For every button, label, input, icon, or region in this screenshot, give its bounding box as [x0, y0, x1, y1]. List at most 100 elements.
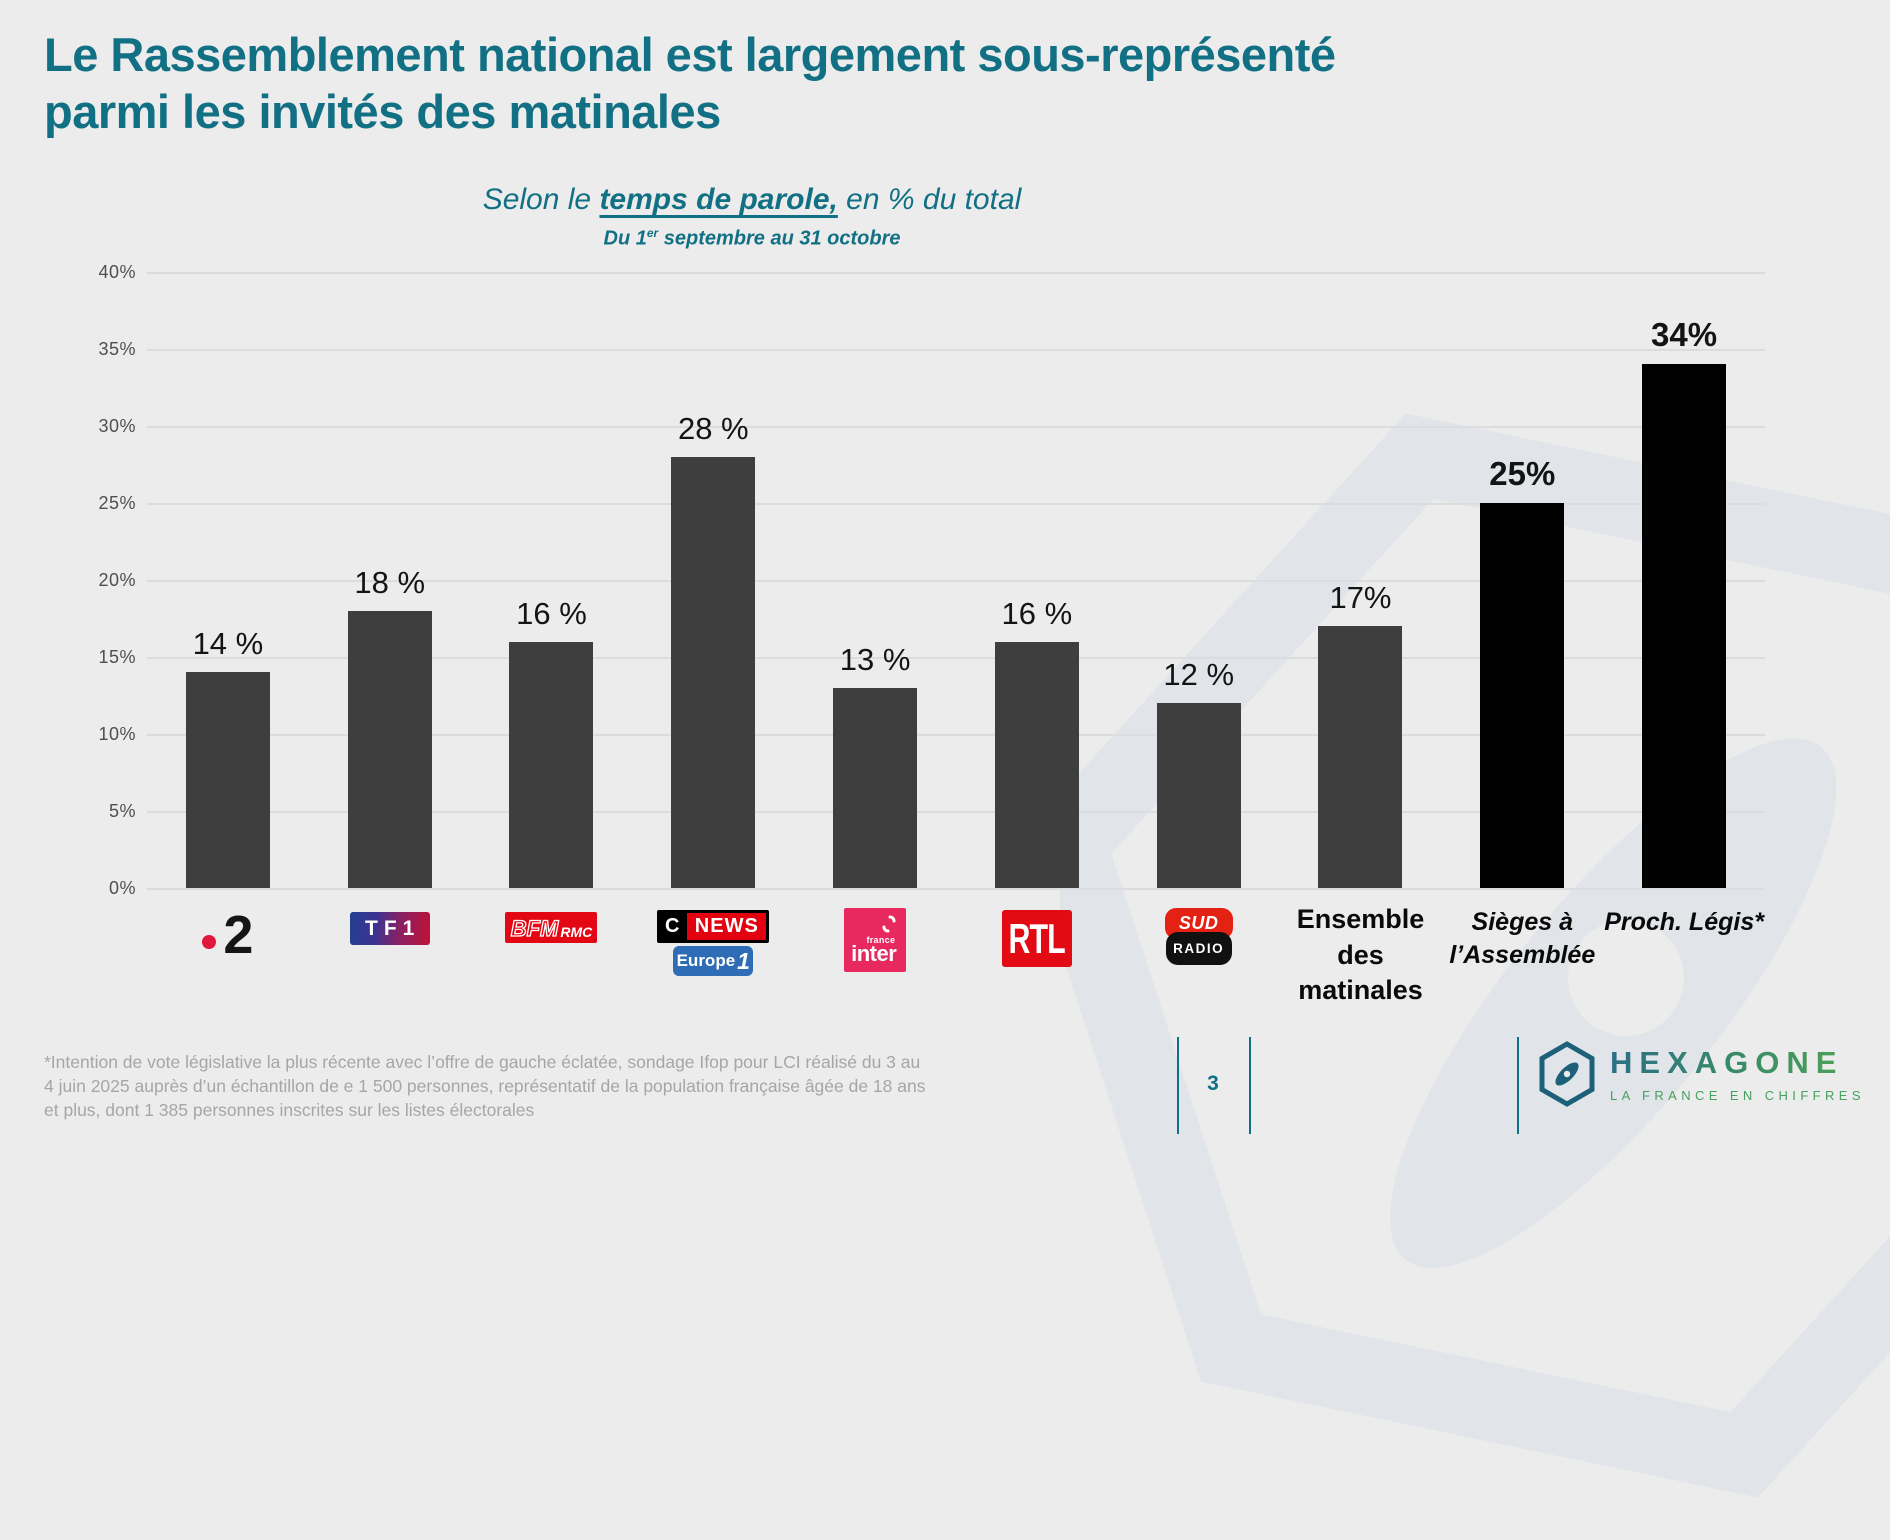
axis-france-2: 2	[147, 902, 309, 1009]
bar-value-label: 16 %	[1001, 595, 1073, 631]
y-tick-label: 20%	[98, 570, 136, 590]
bar-value-label: 28 %	[677, 410, 749, 446]
france-2-logo: 2	[202, 908, 253, 962]
bar-bfm-rmc	[509, 641, 594, 888]
france-inter-logo: france inter	[844, 908, 907, 972]
hexagone-compass-icon	[1539, 1041, 1595, 1107]
x-axis: 2 TF1 BFM RMC C NEWS Europe 1	[147, 902, 1765, 1009]
axis-sud-radio: SUD RADIO	[1118, 902, 1280, 1009]
france-2-dot-icon	[202, 935, 217, 949]
grid-line: 5%	[109, 801, 1765, 821]
grid-line: 40%	[98, 262, 1765, 282]
axis-proch-legis: Proch. Légis*	[1603, 902, 1765, 1009]
europe1-logo: Europe 1	[673, 946, 754, 976]
cnews-c-text: C	[665, 915, 680, 937]
y-tick-label: 30%	[98, 416, 136, 436]
axis-tf1: TF1	[309, 902, 471, 1009]
proch-legis-label: Proch. Légis*	[1604, 908, 1764, 936]
footer-divider	[1249, 1037, 1251, 1134]
axis-rtl: RTL	[956, 902, 1118, 1009]
brand-name: HEXAGONE	[1610, 1045, 1865, 1081]
y-tick-label: 10%	[98, 724, 136, 744]
bfm-rmc-logo: BFM RMC	[505, 912, 598, 943]
footnote: *Intention de vote législative la plus r…	[44, 1052, 926, 1120]
bar-value-label: 12 %	[1163, 657, 1235, 693]
bar-sud-radio	[1156, 703, 1241, 888]
europe1-word: Europe	[676, 951, 736, 970]
page-title-line1: Le Rassemblement national est largement …	[44, 28, 1336, 81]
cnews-europe1-logo: C NEWS Europe 1	[657, 910, 770, 976]
bar-value-label: 14 %	[192, 626, 264, 662]
bar-proch-legis	[1642, 364, 1727, 888]
axis-bfm-rmc: BFM RMC	[471, 902, 633, 1009]
subtitle-emphasis: temps de parole,	[599, 183, 838, 216]
cnews-news-text: NEWS	[687, 913, 767, 940]
column-tf1: 18 %	[309, 272, 471, 888]
chart-subtitle-block: Selon le temps de parole, en % du total …	[0, 183, 1504, 251]
bar-value-label: 34%	[1651, 316, 1718, 354]
europe1-digit: 1	[737, 947, 750, 974]
hexagone-logo: HEXAGONE LA FRANCE EN CHIFFRES	[1538, 1041, 1865, 1107]
y-tick-label: 0%	[108, 878, 136, 898]
grid-line: 25%	[98, 493, 1765, 513]
grid-line: 15%	[98, 647, 1765, 667]
france-inter-inter-text: inter	[851, 941, 897, 967]
bar-value-label: 25%	[1489, 455, 1556, 492]
tf1-logo-text: TF1	[365, 916, 421, 940]
bar-ensemble-matinales	[1318, 626, 1403, 888]
bar-value-label: 17%	[1329, 580, 1392, 616]
bar-rtl	[994, 641, 1079, 888]
column-sud-radio: 12 %	[1118, 272, 1280, 888]
period-prefix: Du 1	[603, 227, 647, 250]
cnews-logo: C NEWS	[657, 910, 770, 943]
tf1-logo: TF1	[349, 912, 430, 945]
radio-logo-text: RADIO	[1165, 932, 1232, 965]
period-suffix: septembre au 31 octobre	[658, 227, 901, 250]
column-ensemble-matinales: 17%	[1280, 272, 1442, 888]
grid-line: 10%	[98, 724, 1765, 744]
bar-value-label: 16 %	[516, 595, 587, 631]
rmc-logo-text: RMC	[560, 923, 593, 940]
france-2-digit: 2	[223, 905, 254, 965]
france-inter-spiral-icon	[882, 915, 896, 933]
brand-tagline: LA FRANCE EN CHIFFRES	[1610, 1088, 1865, 1103]
y-tick-label: 40%	[98, 262, 136, 282]
bar-sieges-assemblee	[1480, 503, 1565, 888]
axis-sieges-assemblee: Sièges à l’Assemblée	[1441, 902, 1603, 1009]
plot-area: 40% 35% 30% 25% 20% 15% 10% 5% 0%	[98, 262, 1765, 898]
bar-tf1	[347, 610, 432, 888]
sieges-assemblee-label: Sièges à l’Assemblée	[1449, 908, 1596, 969]
bar-value-label: 13 %	[839, 641, 911, 677]
page-title-line2: parmi les invités des matinales	[44, 85, 721, 138]
grid-line: 30%	[98, 416, 1765, 436]
rtl-logo: RTL	[1001, 910, 1072, 967]
france-inter-france-text: france	[866, 935, 896, 946]
column-bfm-rmc: 16 %	[471, 272, 633, 888]
bar-chart: 14 % 18 % 16 % 28 % 13 % 16 % 12 % 17% 2…	[147, 272, 1765, 888]
grid-line: 35%	[98, 339, 1765, 359]
footer-divider	[1517, 1037, 1519, 1134]
column-sieges-assemblee: 25%	[1441, 272, 1603, 888]
column-france-2: 14 %	[147, 272, 309, 888]
subtitle-prefix: Selon le	[482, 183, 600, 216]
bar-france-2	[185, 672, 270, 888]
y-tick-label: 5%	[108, 801, 136, 821]
y-tick-label: 35%	[98, 339, 136, 359]
chart-subtitle: Selon le temps de parole, en % du total	[0, 183, 1504, 217]
column-cnews-europe1: 28 %	[632, 272, 794, 888]
period-superscript: er	[646, 226, 659, 240]
ensemble-matinales-label: Ensemble des matinales	[1296, 904, 1425, 1006]
page-title: Le Rassemblement national est largement …	[44, 26, 1336, 140]
sud-radio-logo: SUD RADIO	[1164, 908, 1233, 965]
page-number: 3	[1207, 1072, 1219, 1095]
y-tick-label: 25%	[98, 493, 136, 513]
axis-cnews-europe1: C NEWS Europe 1	[632, 902, 794, 1009]
axis-france-inter: france inter	[794, 902, 956, 1009]
grid-line: 20%	[98, 570, 1765, 590]
bar-france-inter	[833, 687, 918, 888]
grid-line: 0%	[109, 878, 1765, 898]
bar-cnews-europe1	[671, 456, 756, 888]
column-proch-legis: 34%	[1603, 272, 1765, 888]
column-france-inter: 13 %	[794, 272, 956, 888]
subtitle-suffix: en % du total	[837, 183, 1022, 216]
